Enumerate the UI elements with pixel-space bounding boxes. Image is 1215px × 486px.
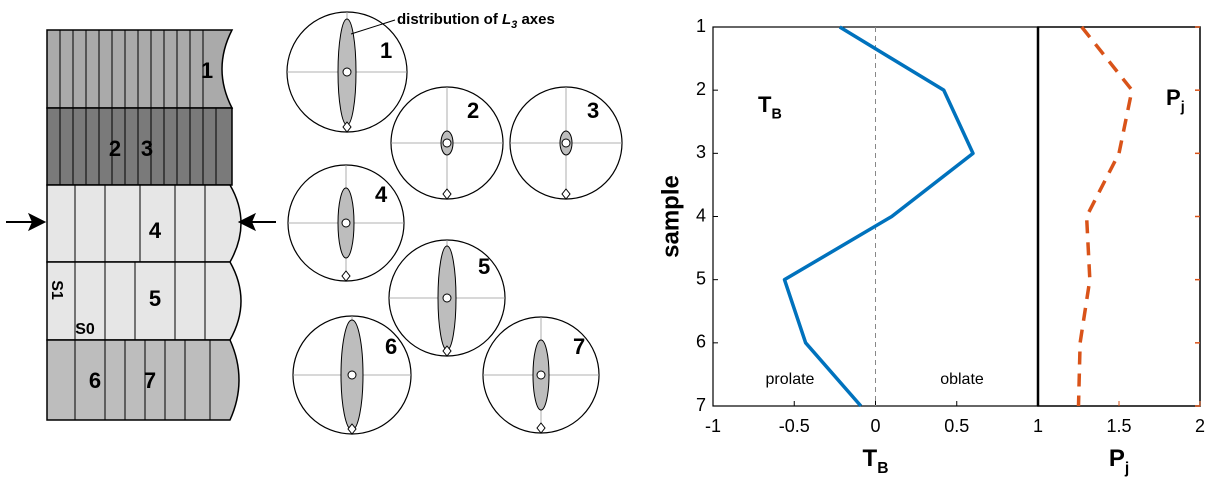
arrow-head (28, 212, 47, 232)
layer-label: S1 (48, 280, 65, 300)
layer-label: 4 (149, 218, 162, 243)
annotation: oblate (940, 371, 984, 388)
series-label: TB (758, 92, 782, 123)
layer (46, 107, 233, 186)
arrow-head (237, 212, 256, 232)
text-sub: B (771, 107, 781, 123)
series-line (782, 25, 975, 408)
x-axis-label: Pj (1109, 445, 1129, 477)
mean-axis (342, 67, 352, 77)
x-axis-label: TB (863, 445, 889, 477)
text-main: P (1166, 85, 1181, 110)
net-label: 5 (478, 254, 490, 279)
mean-axis (561, 138, 571, 148)
layer-label: 2 (109, 136, 121, 161)
layer-label: 1 (201, 58, 213, 83)
net-label: 6 (385, 334, 397, 359)
plot-frame (1037, 26, 1201, 407)
pole (442, 345, 452, 357)
pole (342, 121, 352, 133)
leader-line (350, 19, 396, 35)
net-label: 1 (380, 38, 392, 63)
net-label: 3 (587, 98, 599, 123)
text-sub: B (877, 460, 888, 477)
y-tick-label: 5 (696, 268, 706, 288)
y-tick-label: 4 (696, 205, 706, 225)
y-axis-label: sample (657, 175, 684, 258)
series-line (1076, 25, 1134, 407)
pole (536, 422, 546, 434)
annotation: prolate (766, 371, 815, 388)
pole (561, 188, 571, 200)
layer-diagram (46, 29, 242, 421)
stereonets: 1 2 3 4 5 6 7 (286, 11, 623, 435)
net-label: 7 (573, 334, 585, 359)
x-tick-label: -1 (705, 416, 721, 436)
series-label: Pj (1166, 85, 1185, 116)
text-main: T (863, 445, 878, 472)
annotation: distribution of L3 axes (397, 11, 555, 31)
y-tick-label: 6 (696, 332, 706, 352)
x-tick-label: -0.5 (779, 416, 810, 436)
mean-axis (442, 293, 452, 303)
pole (442, 188, 452, 200)
text-main: T (758, 92, 772, 117)
mean-axis (341, 218, 351, 228)
mean-axis (347, 370, 357, 380)
pole (347, 423, 357, 435)
x-tick-label: 2 (1195, 416, 1205, 436)
text-main: P (1109, 445, 1125, 472)
layer (46, 184, 242, 263)
y-tick-label: 3 (696, 142, 706, 162)
mean-axis (536, 370, 546, 380)
arrows (6, 212, 276, 232)
layer-label: S0 (75, 321, 95, 338)
y-tick-label: 1 (696, 16, 706, 36)
pole (341, 270, 351, 282)
layer-label: 6 (89, 368, 101, 393)
x-tick-label: 0.5 (944, 416, 969, 436)
mean-axis (442, 138, 452, 148)
y-tick-label: 7 (696, 395, 706, 415)
x-tick-label: 1 (1033, 416, 1043, 436)
x-tick-label: 1.5 (1106, 416, 1131, 436)
layer (46, 339, 240, 421)
layer-label: 5 (149, 286, 161, 311)
text-sub: j (1180, 100, 1185, 116)
y-tick-label: 2 (696, 79, 706, 99)
text-sub: j (1124, 460, 1129, 477)
layer-label: 7 (144, 368, 156, 393)
net-label: 2 (467, 98, 479, 123)
layer-label: 3 (141, 136, 153, 161)
x-tick-label: 0 (870, 416, 880, 436)
net-label: 4 (375, 182, 388, 207)
